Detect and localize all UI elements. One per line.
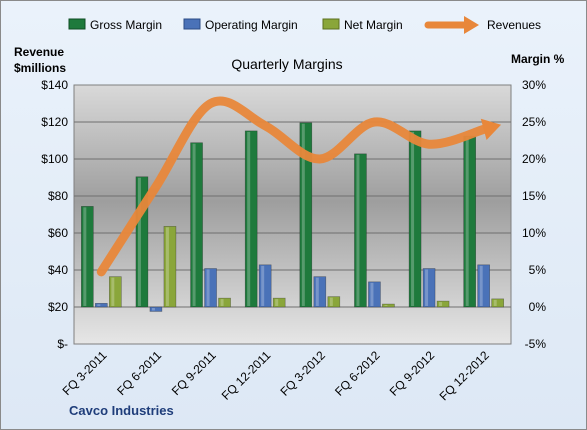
bar-gross-margin (354, 153, 367, 308)
bar-highlight (356, 154, 360, 306)
bar-highlight (137, 177, 141, 306)
left-tick-label: $20 (48, 300, 68, 314)
bar-operating-margin (149, 306, 163, 312)
right-tick-label: 20% (522, 152, 546, 166)
company-name: Cavco Industries (69, 403, 174, 418)
category-label: FQ 12-2012 (437, 348, 492, 403)
legend-label-net-margin: Net Margin (344, 18, 403, 32)
legend-label-gross-margin: Gross Margin (90, 18, 162, 32)
bar-operating-margin (204, 268, 217, 308)
bar-highlight (206, 269, 210, 306)
bar-highlight (425, 269, 429, 306)
bar-highlight (247, 131, 251, 306)
legend-item-net-margin: Net Margin (322, 18, 403, 32)
line-revenues (96, 96, 489, 277)
left-tick-label: $120 (41, 115, 68, 129)
left-tick-label: $60 (48, 226, 68, 240)
category-label: FQ 3-2011 (60, 348, 110, 398)
bars-layer (81, 122, 504, 312)
bar-highlight (329, 297, 333, 306)
category-label: FQ 9-2012 (387, 348, 438, 399)
bar-operating-margin (95, 302, 108, 308)
bar-highlight (220, 299, 224, 306)
legend-swatch-operating-margin (183, 18, 201, 30)
bar-net-margin (272, 297, 286, 308)
bar-highlight (465, 137, 469, 306)
bar-operating-margin (313, 276, 327, 308)
left-axis-title-line2: $millions (14, 61, 66, 75)
right-tick-label: 5% (529, 263, 547, 277)
bar-operating-margin (477, 264, 490, 308)
legend-arrow-revenues (464, 16, 479, 34)
right-tick-label: 30% (522, 78, 546, 92)
left-tick-label: $100 (41, 152, 68, 166)
bar-highlight (261, 265, 265, 306)
line-revenues-arrowhead (480, 118, 502, 141)
bar-highlight (275, 299, 279, 306)
right-tick-label: 15% (522, 189, 546, 203)
bar-highlight (384, 305, 388, 306)
category-label: FQ 6-2012 (332, 348, 383, 399)
revenue-line-layer (96, 96, 502, 277)
bar-gross-margin (299, 122, 313, 308)
left-tick-label: $80 (48, 189, 68, 203)
left-tick-label: $- (57, 337, 68, 351)
left-tick-label: $140 (41, 78, 68, 92)
bar-highlight (83, 207, 87, 306)
right-tick-label: 25% (522, 115, 546, 129)
bar-gross-margin (244, 130, 258, 308)
legend-label-operating-margin: Operating Margin (205, 18, 298, 32)
bar-net-margin (382, 303, 395, 308)
bar-gross-margin (463, 135, 476, 308)
bar-operating-margin (368, 281, 381, 308)
chart-title: Quarterly Margins (231, 56, 342, 72)
right-tick-label: -5% (525, 337, 547, 351)
bar-highlight (479, 265, 483, 306)
bar-highlight (151, 308, 155, 311)
bar-highlight (370, 282, 374, 306)
bar-net-margin (491, 298, 504, 308)
right-tick-label: 10% (522, 226, 546, 240)
category-label: FQ 6-2011 (114, 348, 164, 398)
bar-operating-margin (422, 268, 436, 308)
category-label: FQ 9-2011 (169, 348, 219, 398)
right-tick-label: 0% (529, 300, 547, 314)
bar-net-margin (109, 276, 122, 308)
bar-gross-margin (408, 130, 422, 308)
bar-operating-margin (258, 264, 272, 308)
legend-swatch-gross-margin (68, 18, 86, 30)
bar-net-margin (163, 226, 177, 308)
bar-net-margin (218, 297, 231, 308)
bar-gross-margin (190, 142, 203, 308)
legend-item-revenues: Revenues (424, 16, 541, 34)
category-label: FQ 3-2012 (277, 348, 328, 399)
left-tick-label: $40 (48, 263, 68, 277)
bar-highlight (192, 143, 196, 306)
legend-item-operating-margin: Operating Margin (183, 18, 298, 32)
bar-highlight (411, 131, 415, 306)
bar-highlight (493, 299, 497, 306)
bar-net-margin (327, 296, 341, 308)
bar-highlight (97, 304, 101, 306)
right-axis-title: Margin % (511, 52, 565, 66)
bar-highlight (301, 123, 305, 307)
bar-gross-margin (81, 206, 94, 308)
legend-label-revenues: Revenues (487, 18, 541, 32)
legend-swatch-net-margin (322, 18, 340, 30)
bar-highlight (111, 277, 115, 306)
bar-highlight (315, 277, 319, 306)
legend: Gross Margin Operating Margin Net Margin… (68, 16, 541, 34)
bar-highlight (165, 227, 169, 306)
legend-item-gross-margin: Gross Margin (68, 18, 162, 32)
bar-net-margin (436, 300, 450, 308)
category-label: FQ 12-2011 (219, 348, 274, 403)
left-axis-title-line1: Revenue (14, 45, 64, 59)
bar-highlight (439, 302, 443, 306)
